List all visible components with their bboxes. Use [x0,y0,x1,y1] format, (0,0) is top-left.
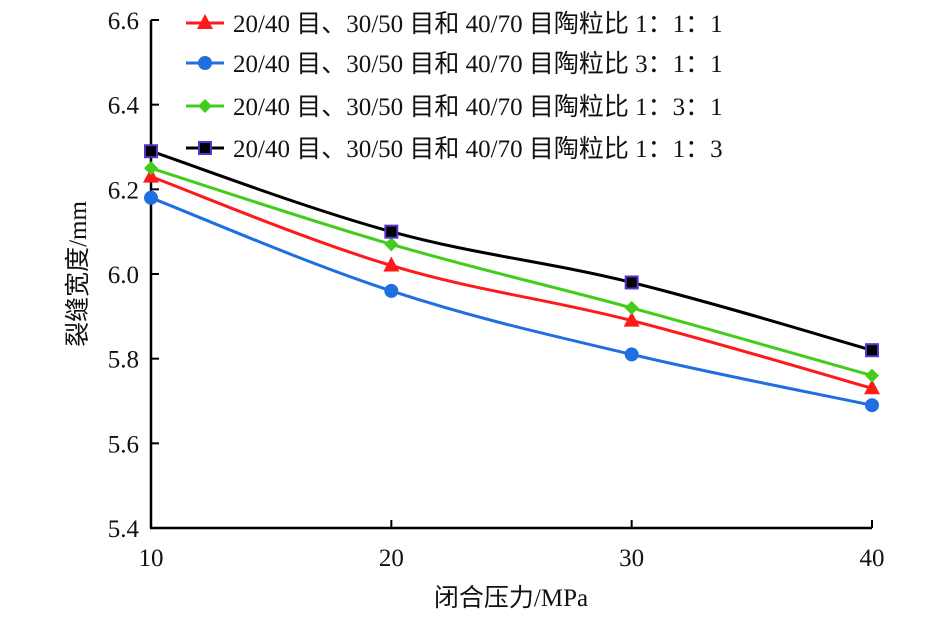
x-tick-label: 40 [860,545,885,572]
y-tick-label: 6.4 [108,93,140,120]
legend-marker [198,56,212,70]
x-tick-label: 20 [379,545,404,572]
series-line [150,196,873,407]
data-point [144,190,158,205]
x-tick-label: 10 [139,545,164,572]
data-point [864,379,880,395]
series-line [150,175,873,390]
data-point [384,237,399,252]
data-point [384,224,399,239]
legend-marker [197,14,213,29]
series-line [150,149,873,352]
series-layer [143,144,880,413]
data-point [383,256,400,272]
data-point [865,368,879,383]
y-ticks: 5.4 5.6 5.8 6.0 6.2 6.4 6.6 [108,8,159,543]
series-2 [144,190,879,413]
legend-label: 20/40 目、30/50 目和 40/70 目陶粒比 1：1：1 [233,10,723,38]
x-axis-title: 闭合压力/MPa [434,584,588,612]
y-tick-label: 6.2 [108,177,139,204]
legend-item: 20/40 目、30/50 目和 40/70 目陶粒比 1：3：1 [186,93,723,121]
x-ticks: 10 20 30 40 [139,520,885,572]
series-line [150,166,873,378]
y-axis-title: 裂缝宽度/mm [64,201,92,347]
x-tick-label: 30 [619,545,644,572]
data-point [865,343,879,358]
legend-marker [198,99,212,113]
legend-item: 20/40 目、30/50 目和 40/70 目陶粒比 1：1：3 [186,135,723,163]
y-tick-label: 5.8 [108,347,139,374]
data-point [865,398,879,413]
data-point [624,275,639,290]
data-point [624,300,639,315]
legend-label: 20/40 目、30/50 目和 40/70 目陶粒比 1：3：1 [233,93,723,121]
data-point [144,161,158,176]
axes: 5.4 5.6 5.8 6.0 6.2 6.4 6.6 10 20 30 40 [108,8,885,572]
y-tick-label: 5.6 [108,431,139,458]
legend-label: 20/40 目、30/50 目和 40/70 目陶粒比 1：1：3 [233,135,723,163]
data-point [144,144,158,159]
legend-label: 20/40 目、30/50 目和 40/70 目陶粒比 3：1：1 [233,50,723,78]
y-tick-label: 5.4 [108,516,140,543]
series-3 [144,161,879,383]
legend-item: 20/40 目、30/50 目和 40/70 目陶粒比 3：1：1 [186,50,723,78]
y-tick-label: 6.6 [108,8,139,35]
legend-marker [198,141,212,155]
data-point [623,311,640,327]
y-tick-label: 6.0 [108,262,139,289]
series-4 [144,144,879,358]
data-point [384,283,399,298]
data-point [624,347,639,362]
legend: 20/40 目、30/50 目和 40/70 目陶粒比 1：1：1 20/40 目… [186,10,723,163]
legend-item: 20/40 目、30/50 目和 40/70 目陶粒比 1：1：1 [186,10,723,38]
